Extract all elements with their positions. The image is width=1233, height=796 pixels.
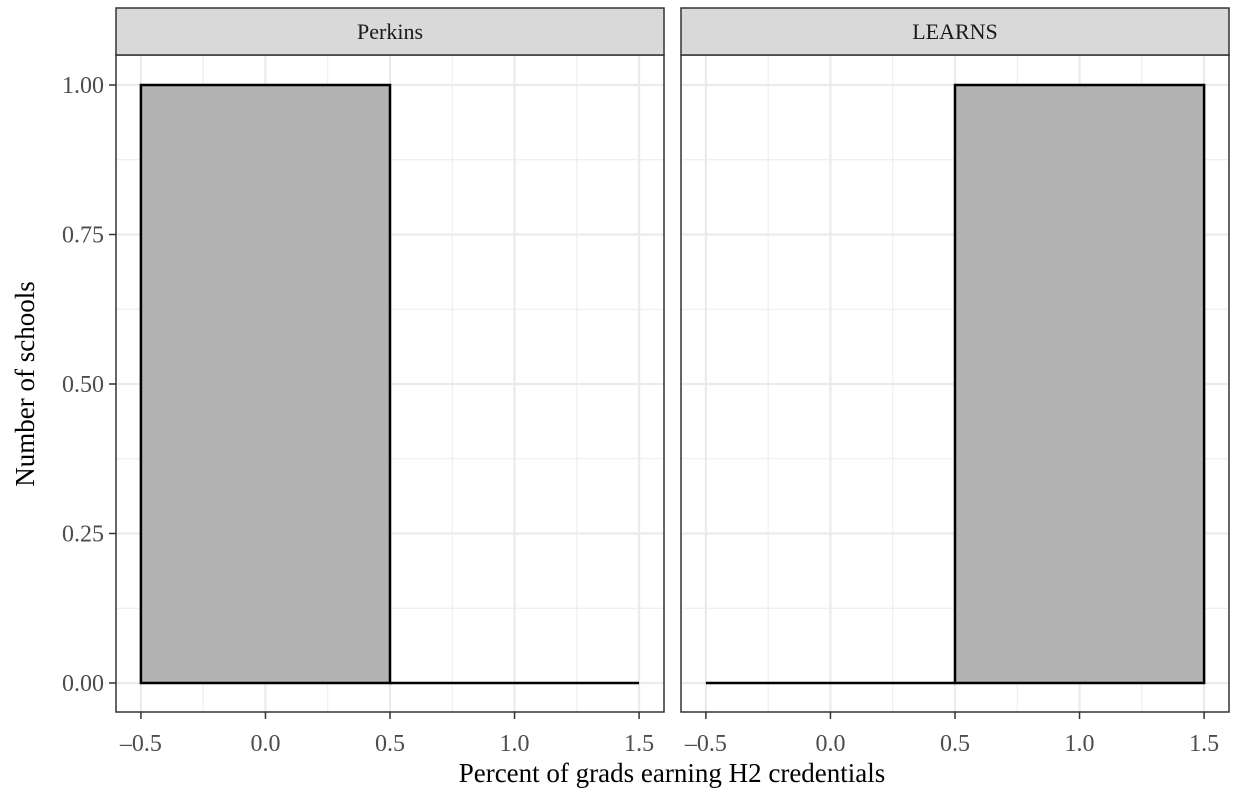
y-tick-label: 0.25 — [62, 522, 104, 548]
facet-panel-perkins: Perkins –0.5 0.0 0.5 1.0 1.5 — [115, 7, 665, 757]
y-tick-label: 0.75 — [62, 223, 104, 249]
facet-strip — [680, 7, 1230, 56]
facet-strip-label: LEARNS — [912, 19, 998, 44]
x-tick-label: 1.5 — [1189, 731, 1219, 757]
y-tick-label: 0.00 — [62, 671, 104, 697]
x-tick-label: –0.5 — [684, 731, 727, 757]
histogram-bar — [139, 83, 392, 685]
x-axis-title: Percent of grads earning H2 credentials — [459, 758, 886, 788]
facet-panel-learns: LEARNS –0.5 0.0 0.5 1.0 1.5 — [680, 7, 1230, 757]
x-tick-label: 0.5 — [375, 731, 405, 757]
x-tick-label: 1.0 — [500, 731, 530, 757]
x-tick-label: 1.5 — [624, 731, 654, 757]
x-tick-label: 1.0 — [1065, 731, 1095, 757]
y-tick-label: 0.50 — [62, 372, 104, 398]
x-tick-label: –0.5 — [119, 731, 162, 757]
histogram-bar — [953, 83, 1206, 685]
facet-strip — [115, 7, 665, 56]
x-tick-label: 0.5 — [940, 731, 970, 757]
y-tick-label: 1.00 — [62, 73, 104, 99]
x-tick-label: 0.0 — [250, 731, 280, 757]
x-tick-label: 0.0 — [815, 731, 845, 757]
y-axis-title: Number of schools — [10, 281, 40, 486]
facet-strip-label: Perkins — [357, 19, 423, 44]
